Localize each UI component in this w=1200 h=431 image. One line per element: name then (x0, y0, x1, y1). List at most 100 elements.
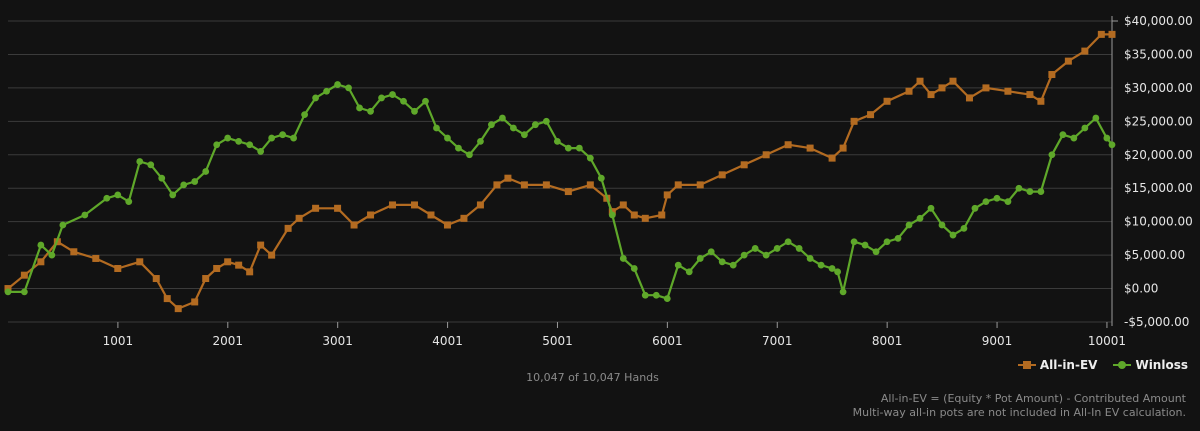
point-allin-ev (905, 87, 913, 95)
point-allin-ev (658, 211, 666, 219)
legend-item-allin-ev[interactable]: All-in-EV (1017, 358, 1097, 372)
point-winloss (751, 245, 759, 252)
x-axis-tick-labels: 1001 2001 3001 4001 5001 6001 7001 8001 9001 1000… (103, 334, 1126, 348)
point-winloss (422, 97, 429, 105)
point-allin-ev (476, 201, 484, 209)
y-axis-tick-labels: $40,000.00 $35,000.00 $30,000.00 $25,000.00… (1124, 14, 1193, 329)
point-allin-ev (389, 201, 397, 209)
point-winloss (1015, 184, 1023, 192)
point-winloss (949, 231, 957, 239)
point-winloss (169, 191, 177, 199)
point-allin-ev (163, 295, 171, 303)
series-allin-ev (4, 30, 1116, 313)
point-winloss (1081, 124, 1089, 132)
point-allin-ev (586, 181, 594, 189)
point-allin-ev (867, 111, 875, 119)
point-winloss (1108, 141, 1116, 149)
point-winloss (400, 97, 407, 105)
point-winloss (444, 134, 451, 142)
point-allin-ev (136, 258, 144, 266)
point-winloss (158, 174, 166, 182)
point-winloss (334, 81, 341, 88)
point-winloss (817, 261, 825, 269)
point-allin-ev (410, 201, 418, 209)
point-winloss (20, 288, 28, 296)
point-winloss (1037, 188, 1045, 195)
point-allin-ev (1064, 57, 1072, 65)
point-winloss (597, 174, 605, 182)
x-tick-label: 3001 (322, 334, 353, 348)
point-allin-ev (564, 188, 572, 196)
y-tick-label: $0.00 (1124, 282, 1158, 296)
point-winloss (301, 111, 309, 119)
point-winloss (81, 211, 89, 219)
point-allin-ev (1004, 87, 1012, 95)
point-allin-ev (542, 181, 550, 189)
point-allin-ev (1026, 91, 1034, 99)
y-tick-label: $10,000.00 (1124, 215, 1193, 229)
point-allin-ev (883, 97, 891, 105)
point-winloss (48, 251, 56, 259)
point-winloss (575, 144, 583, 152)
point-winloss (1004, 198, 1012, 206)
point-allin-ev (641, 214, 649, 222)
point-allin-ev (784, 141, 792, 149)
point-winloss (103, 194, 111, 202)
point-winloss (4, 288, 12, 296)
point-winloss (619, 255, 627, 262)
y-tick-label: -$5,000.00 (1124, 315, 1189, 329)
point-winloss (630, 265, 638, 272)
point-winloss (542, 117, 550, 125)
point-winloss (37, 241, 45, 249)
x-tick-label: 7001 (762, 334, 793, 348)
point-allin-ev (927, 91, 935, 99)
point-winloss (389, 91, 396, 98)
point-allin-ev (493, 181, 501, 189)
x-tick-label: 5001 (542, 334, 573, 348)
point-winloss (356, 104, 363, 112)
point-winloss (795, 245, 803, 252)
point-allin-ev (92, 254, 100, 262)
grid-lines (8, 16, 1118, 328)
point-winloss (125, 198, 133, 206)
point-winloss (652, 291, 660, 299)
point-winloss (224, 134, 232, 142)
legend-item-winloss[interactable]: Winloss (1113, 358, 1188, 372)
point-winloss (1026, 188, 1034, 195)
point-allin-ev (806, 144, 814, 152)
point-winloss (806, 255, 814, 262)
series-winloss (4, 81, 1116, 302)
point-winloss (268, 134, 276, 142)
y-tick-label: $5,000.00 (1124, 248, 1185, 262)
point-winloss (960, 224, 968, 232)
point-winloss (147, 161, 155, 169)
point-allin-ev (504, 174, 512, 182)
point-winloss (235, 138, 243, 145)
point-winloss (685, 268, 693, 276)
x-tick-label: 2001 (213, 334, 244, 348)
y-tick-label: $35,000.00 (1124, 47, 1193, 61)
hands-count: 10,047 of 10,047 Hands (526, 371, 659, 384)
point-winloss (696, 255, 704, 262)
point-allin-ev (965, 94, 973, 102)
point-allin-ev (334, 204, 342, 212)
point-allin-ev (674, 181, 682, 189)
point-winloss (993, 194, 1001, 202)
point-winloss (520, 131, 528, 139)
y-tick-label: $20,000.00 (1124, 148, 1193, 162)
point-winloss (202, 168, 210, 175)
point-winloss (784, 238, 792, 246)
point-winloss (114, 191, 122, 199)
point-allin-ev (630, 211, 638, 219)
point-allin-ev (235, 261, 243, 269)
y-tick-label: $30,000.00 (1124, 81, 1193, 95)
point-winloss (1059, 131, 1067, 139)
point-winloss (378, 94, 385, 102)
point-allin-ev (295, 214, 303, 222)
point-winloss (455, 144, 462, 152)
point-winloss (971, 204, 979, 212)
point-winloss (707, 248, 715, 256)
point-winloss (510, 124, 517, 132)
point-allin-ev (1081, 47, 1089, 55)
